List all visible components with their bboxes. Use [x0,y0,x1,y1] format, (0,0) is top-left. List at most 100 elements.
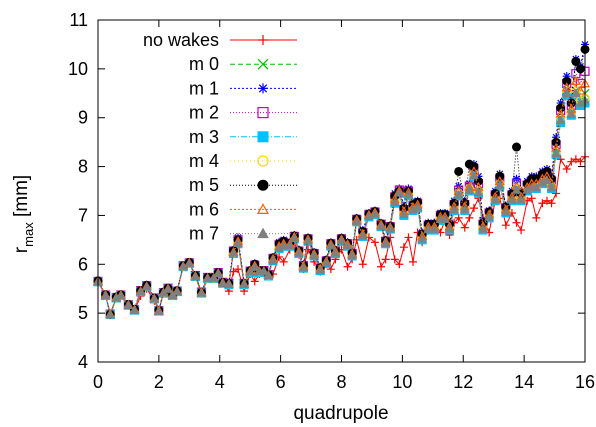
legend-label-m-0: m 0 [189,54,219,74]
data-point-m-7 [516,194,526,204]
legend-marker-m-4 [257,155,269,167]
data-point-m-7-shape [501,206,511,216]
data-point-no-wakes-shape [399,243,408,252]
data-point-no-wakes-shape [404,233,413,242]
data-point-no-wakes [460,223,469,232]
data-point-m-7-shape [440,214,450,224]
data-point-m-6-shape [575,85,586,95]
data-point-m-5 [454,166,464,176]
data-point-no-wakes-shape [370,238,379,247]
data-point-m-7 [154,306,164,315]
data-point-no-wakes-shape [395,260,404,269]
data-point-no-wakes [538,199,547,208]
data-point-m-7-shape [444,224,455,233]
data-point-no-wakes-shape [358,260,367,269]
data-point-m-7 [403,189,414,199]
data-point-m-7 [289,233,300,243]
data-point-no-wakes [404,233,413,242]
data-point-no-wakes-shape [469,204,478,213]
data-point-m-7-shape [546,182,557,192]
data-point-no-wakes-shape [532,213,541,222]
data-point-m-1 [556,99,565,108]
data-point-m-7 [542,175,552,184]
data-point-m-5-shape [551,137,561,147]
legend-label-m-3: m 3 [189,127,219,147]
data-point-no-wakes [250,277,259,286]
data-point-no-wakes [381,255,390,264]
data-point-m-7 [399,209,409,219]
data-point-m-7 [149,293,160,303]
data-point-m-1-shape [474,172,483,181]
data-point-no-wakes [390,255,399,264]
data-point-m-7 [423,224,434,233]
legend-label-m-6: m 6 [189,199,219,219]
x-tick-label: 14 [514,372,534,392]
data-point-no-wakes-shape [567,157,576,166]
data-point-m-1-shape [567,94,576,103]
data-point-m-7 [484,211,494,221]
legend-marker-no-wakes [258,35,268,45]
data-point-m-7 [315,265,326,274]
y-tick-label: 7 [78,205,88,225]
data-point-no-wakes-shape [517,226,526,235]
data-point-m-7 [561,88,572,97]
data-point-m-7 [511,184,522,194]
data-point-m-1-shape [556,99,565,108]
legend-marker-m-2 [257,106,269,119]
data-point-m-7 [357,230,368,240]
data-point-m-7 [501,206,511,216]
legend-entry-m-2: m 2 [189,103,297,123]
legend-entry-m-3: m 3 [189,127,297,147]
data-point-m-5-shape [571,57,581,67]
data-point-m-7 [129,305,140,314]
data-point-m-7-shape [284,240,295,250]
data-point-no-wakes-shape [279,257,288,266]
data-point-m-7-shape [429,224,440,233]
data-point-no-wakes-shape [501,221,510,230]
data-point-m-7-shape [303,235,313,245]
data-point-m-7-shape [325,240,336,250]
legend-marker-m-6 [256,203,270,214]
data-point-no-wakes [358,260,367,269]
data-point-m-6 [570,75,581,85]
data-point-m-7-shape [294,248,304,257]
data-point-m-7-shape [263,270,274,280]
data-point-m-7-shape [233,238,243,247]
data-point-no-wakes [377,262,386,271]
legend-entry-m-6: m 6 [189,199,297,219]
data-point-m-7-shape [351,216,362,225]
x-tick-label: 2 [154,372,164,392]
data-point-m-7-shape [154,306,164,315]
legend-marker-m-0 [257,58,269,70]
data-point-m-7 [449,204,459,214]
legend-label-m-7: m 7 [189,224,219,244]
data-point-m-1-shape [562,72,571,81]
data-point-m-7 [453,189,464,199]
data-point-no-wakes [234,265,243,274]
data-point-no-wakes [532,213,541,222]
data-point-m-7-shape [380,238,391,247]
legend-marker-m-2-shape [257,106,269,119]
data-point-m-1 [552,133,561,142]
data-point-m-7 [440,214,450,224]
y-axis-title: rmax [mm] [11,175,36,253]
data-point-m-7-shape [394,187,405,197]
data-point-no-wakes [409,257,418,266]
data-point-m-7-shape [298,262,309,272]
x-tick-label: 10 [392,372,412,392]
data-point-m-7 [342,240,353,250]
data-point-m-7 [412,202,423,211]
data-point-m-7-shape [149,293,160,303]
x-tick-label: 6 [276,372,286,392]
data-point-no-wakes [527,194,536,203]
legend-marker-m-1 [258,83,268,94]
data-point-m-7-shape [163,284,173,293]
data-point-m-7 [190,271,201,281]
data-point-m-7 [351,216,362,225]
data-point-m-7 [208,273,219,283]
x-tick-label: 16 [575,372,595,392]
data-point-no-wakes [399,243,408,252]
data-point-no-wakes [567,157,576,166]
data-point-m-7-shape [399,209,409,219]
data-point-m-5-shape [562,76,572,86]
